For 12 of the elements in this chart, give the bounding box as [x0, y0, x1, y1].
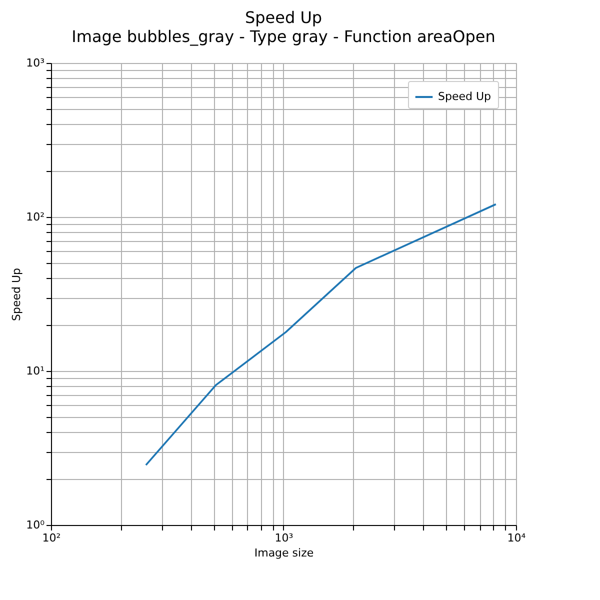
legend-label: Speed Up — [438, 90, 492, 103]
chart-subtitle: Image bubbles_gray - Type gray - Function areaOpen — [72, 27, 496, 46]
y-tick-label: 10² — [26, 210, 44, 224]
x-tick-label: 10⁴ — [507, 532, 526, 544]
x-tick-label: 10² — [42, 532, 61, 544]
y-tick-label: 10⁰ — [26, 518, 46, 532]
y-tick-label: 10¹ — [26, 364, 44, 378]
x-axis-title: Image size — [254, 546, 314, 560]
y-tick-label: 10³ — [26, 56, 44, 70]
x-tick-label: 10³ — [274, 532, 294, 544]
y-axis-title: Speed Up — [10, 268, 24, 322]
chart-title: Speed Up — [244, 8, 322, 27]
